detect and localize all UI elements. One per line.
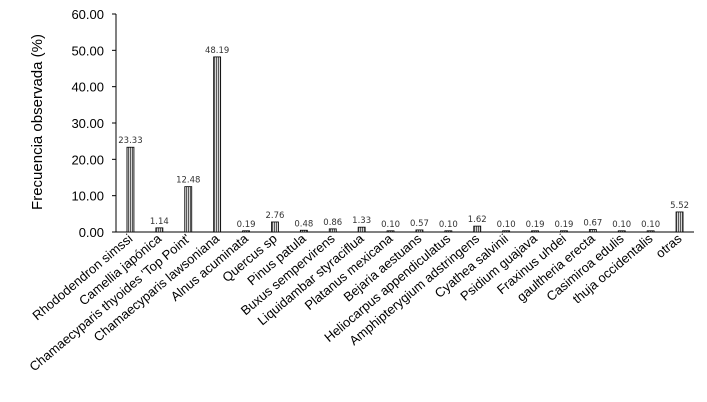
category-label: otras: [653, 230, 685, 260]
data-label: 0.10: [612, 220, 631, 230]
data-label: 0.19: [554, 220, 573, 230]
bar: [299, 229, 308, 233]
bar: [560, 230, 568, 233]
y-axis-title: Frecuencia observada (%): [29, 34, 46, 210]
bar: [386, 230, 395, 233]
bar: [328, 228, 337, 233]
bar: [155, 227, 164, 233]
bar: [646, 230, 655, 233]
data-labels-group: 23.33 1.14 12.48 48.19 0.19 2.76 0.48 0.86 1.33 0…: [118, 46, 689, 230]
bars-group: [126, 56, 684, 233]
bar: [588, 229, 597, 233]
bar: [271, 221, 279, 233]
data-label: 1.62: [468, 215, 487, 225]
y-tick-label: 50.00: [71, 43, 104, 58]
data-label: 2.76: [265, 211, 284, 221]
bar: [444, 230, 453, 233]
data-label: 12.48: [176, 176, 200, 186]
bar: [473, 225, 482, 233]
data-label: 0.10: [439, 220, 458, 230]
bar: [357, 226, 366, 233]
bar: [531, 230, 539, 233]
data-label: 1.33: [352, 216, 371, 226]
bar: [242, 230, 250, 233]
y-tick-label: 60.00: [71, 7, 104, 22]
data-label: 23.33: [118, 136, 142, 146]
y-tick-label: 40.00: [71, 80, 104, 95]
data-label: 1.14: [150, 217, 169, 227]
bar: [184, 186, 193, 233]
bar: [126, 146, 135, 233]
data-label: 0.10: [381, 220, 400, 230]
y-tick-label: 0.00: [79, 225, 104, 240]
y-tick-label: 10.00: [71, 189, 104, 204]
y-tick-label: 20.00: [71, 152, 104, 167]
bar: [213, 56, 222, 233]
data-label: 0.86: [323, 218, 342, 228]
data-label: 48.19: [205, 46, 229, 56]
bar: [617, 230, 626, 233]
bar: [675, 211, 684, 233]
data-label: 0.19: [237, 220, 256, 230]
bar: [502, 230, 511, 233]
data-label: 0.57: [410, 219, 429, 229]
data-label: 0.48: [294, 219, 313, 229]
data-label: 0.67: [583, 219, 602, 229]
data-label: 0.10: [497, 220, 516, 230]
data-label: 5.52: [670, 201, 689, 211]
bar: [415, 229, 424, 233]
y-tick-label: 30.00: [71, 116, 104, 131]
y-axis-ticks: 0.00 10.00 20.00 30.00 40.00 50.00 60.00: [71, 7, 116, 240]
data-label: 0.19: [526, 220, 545, 230]
data-label: 0.10: [641, 220, 660, 230]
